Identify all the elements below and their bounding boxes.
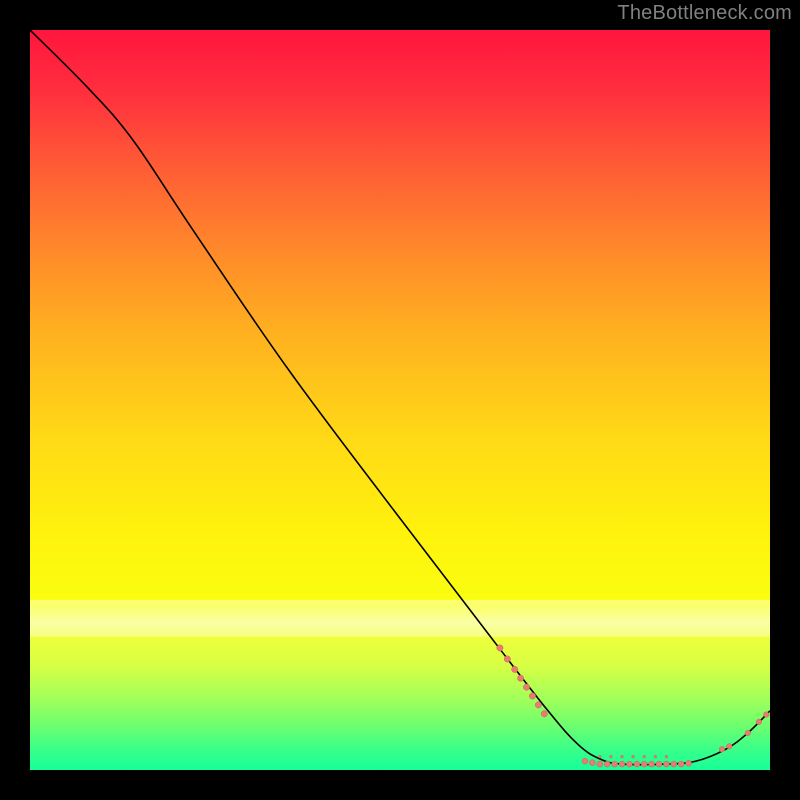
data-point <box>649 761 655 767</box>
data-point <box>621 755 624 758</box>
data-point <box>719 746 725 752</box>
data-point <box>641 761 647 767</box>
data-point <box>756 719 762 725</box>
data-point <box>678 761 684 767</box>
data-point <box>656 761 662 767</box>
data-point <box>541 711 547 717</box>
data-point <box>597 761 603 767</box>
data-point <box>610 755 613 758</box>
chart-frame: TheBottleneck.com <box>0 0 800 800</box>
data-point <box>665 755 668 758</box>
plot-area <box>30 30 770 770</box>
data-point <box>671 761 677 767</box>
watermark-text: TheBottleneck.com <box>617 2 792 25</box>
data-point <box>745 730 751 736</box>
data-point <box>764 712 770 718</box>
gradient-background <box>30 30 770 770</box>
data-point <box>598 755 601 758</box>
data-point <box>523 684 529 690</box>
data-point <box>632 755 635 758</box>
data-point <box>517 675 523 681</box>
data-point <box>663 761 669 767</box>
data-point <box>686 760 692 766</box>
data-point <box>604 761 610 767</box>
data-point <box>512 666 518 672</box>
data-point <box>654 755 657 758</box>
data-point <box>634 761 640 767</box>
data-point <box>643 755 646 758</box>
data-point <box>727 744 733 750</box>
data-point <box>582 758 588 764</box>
data-point <box>529 693 535 699</box>
pale-band <box>30 600 770 637</box>
data-point <box>497 645 503 651</box>
data-point <box>535 702 541 708</box>
plot-svg <box>30 30 770 770</box>
data-point <box>619 761 625 767</box>
data-point <box>504 656 510 662</box>
data-point <box>612 761 618 767</box>
data-point <box>626 761 632 767</box>
data-point <box>589 760 595 766</box>
